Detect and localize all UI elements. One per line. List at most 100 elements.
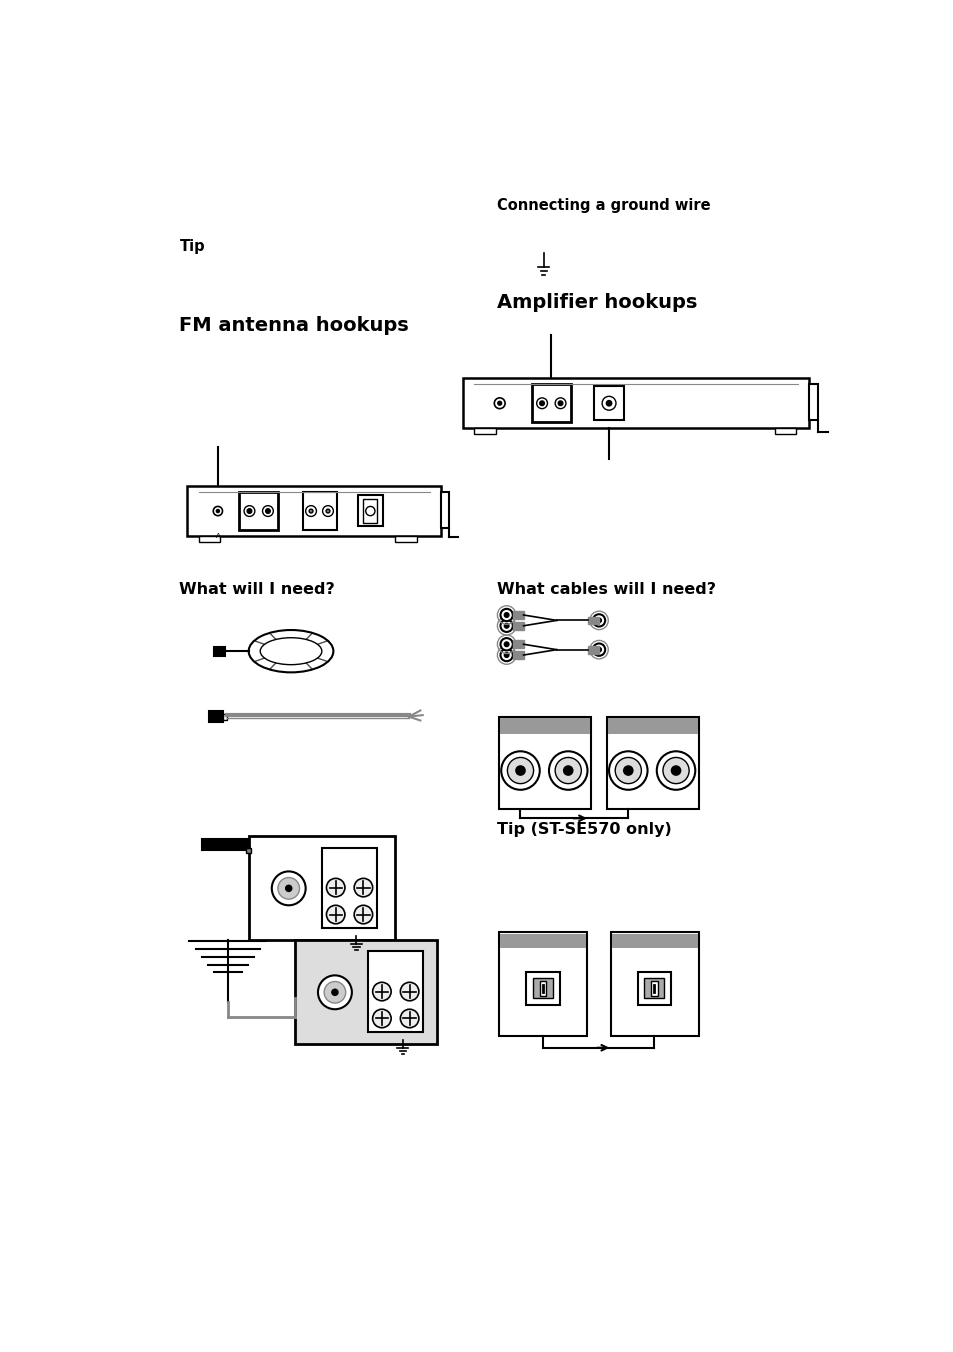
Circle shape [592,614,604,626]
Circle shape [262,506,274,516]
Circle shape [563,767,572,775]
Text: Tip: Tip [179,239,205,254]
Bar [808,384,818,420]
Circle shape [400,983,418,1000]
Bar [500,934,585,948]
Circle shape [548,752,587,790]
Bar [593,385,624,420]
Text: What will I need?: What will I need? [179,581,335,596]
Circle shape [500,608,513,621]
Circle shape [555,397,565,408]
Circle shape [608,752,647,790]
Bar [513,652,523,658]
Circle shape [324,982,345,1003]
Circle shape [400,1009,418,1028]
Bar [513,641,523,648]
Circle shape [322,506,333,516]
Circle shape [272,872,305,906]
Circle shape [326,510,330,512]
Bar [462,377,808,427]
Circle shape [537,397,547,408]
Bar [539,980,545,996]
Circle shape [504,642,508,646]
Circle shape [504,623,508,629]
Bar [363,499,376,523]
Text: FM antenna hookups: FM antenna hookups [179,316,409,335]
Bar [357,495,382,526]
Bar [651,980,657,996]
Ellipse shape [260,638,321,665]
Circle shape [500,638,513,650]
Circle shape [354,906,373,923]
Circle shape [365,507,375,515]
Circle shape [592,644,604,656]
Circle shape [596,648,600,652]
Circle shape [555,757,580,784]
Circle shape [494,397,504,408]
Bar [187,485,440,535]
Bar [533,979,552,999]
Bar [249,836,395,940]
Circle shape [247,508,252,514]
Circle shape [213,507,222,515]
Bar [209,711,222,722]
Bar [588,646,598,653]
Circle shape [244,506,254,516]
Text: What cables will I need?: What cables will I need? [497,581,715,596]
Bar [500,718,589,734]
Circle shape [558,402,562,406]
Circle shape [606,400,611,406]
Bar [588,617,598,625]
Bar [395,535,416,542]
Bar [246,848,251,853]
Circle shape [500,752,539,790]
Circle shape [326,879,345,896]
Circle shape [497,402,501,406]
Bar [213,646,225,656]
Circle shape [500,649,513,661]
Bar [321,848,376,929]
Bar [498,717,591,808]
Circle shape [516,767,524,775]
Circle shape [615,757,640,784]
Circle shape [504,653,508,657]
Bar [644,979,664,999]
Bar [368,952,423,1033]
Bar [525,972,559,1006]
Ellipse shape [249,630,333,672]
Bar [608,718,697,734]
Bar [612,934,697,948]
Text: Tip (ST-SE570 only): Tip (ST-SE570 only) [497,822,671,837]
Circle shape [326,906,345,923]
Bar [637,972,671,1006]
Circle shape [623,767,632,775]
Circle shape [373,983,391,1000]
Circle shape [277,877,299,899]
Bar [202,840,249,850]
Bar [774,427,796,434]
Bar [294,940,436,1044]
Circle shape [596,618,600,623]
Bar [239,492,277,530]
Text: A: A [215,534,220,539]
Circle shape [504,612,508,618]
Circle shape [601,396,616,410]
Bar [513,611,523,619]
Circle shape [373,1009,391,1028]
Bar [606,717,699,808]
Circle shape [285,886,292,891]
Bar [440,492,449,529]
Bar [474,427,496,434]
Bar [532,384,570,422]
Circle shape [317,975,352,1009]
Circle shape [332,990,337,995]
Circle shape [500,619,513,631]
Circle shape [671,767,679,775]
Bar [610,933,699,1036]
Text: Connecting a ground wire: Connecting a ground wire [497,199,709,214]
Circle shape [662,757,688,784]
Circle shape [309,510,313,512]
Text: Amplifier hookups: Amplifier hookups [497,293,697,312]
Circle shape [354,879,373,896]
Bar [222,714,227,719]
